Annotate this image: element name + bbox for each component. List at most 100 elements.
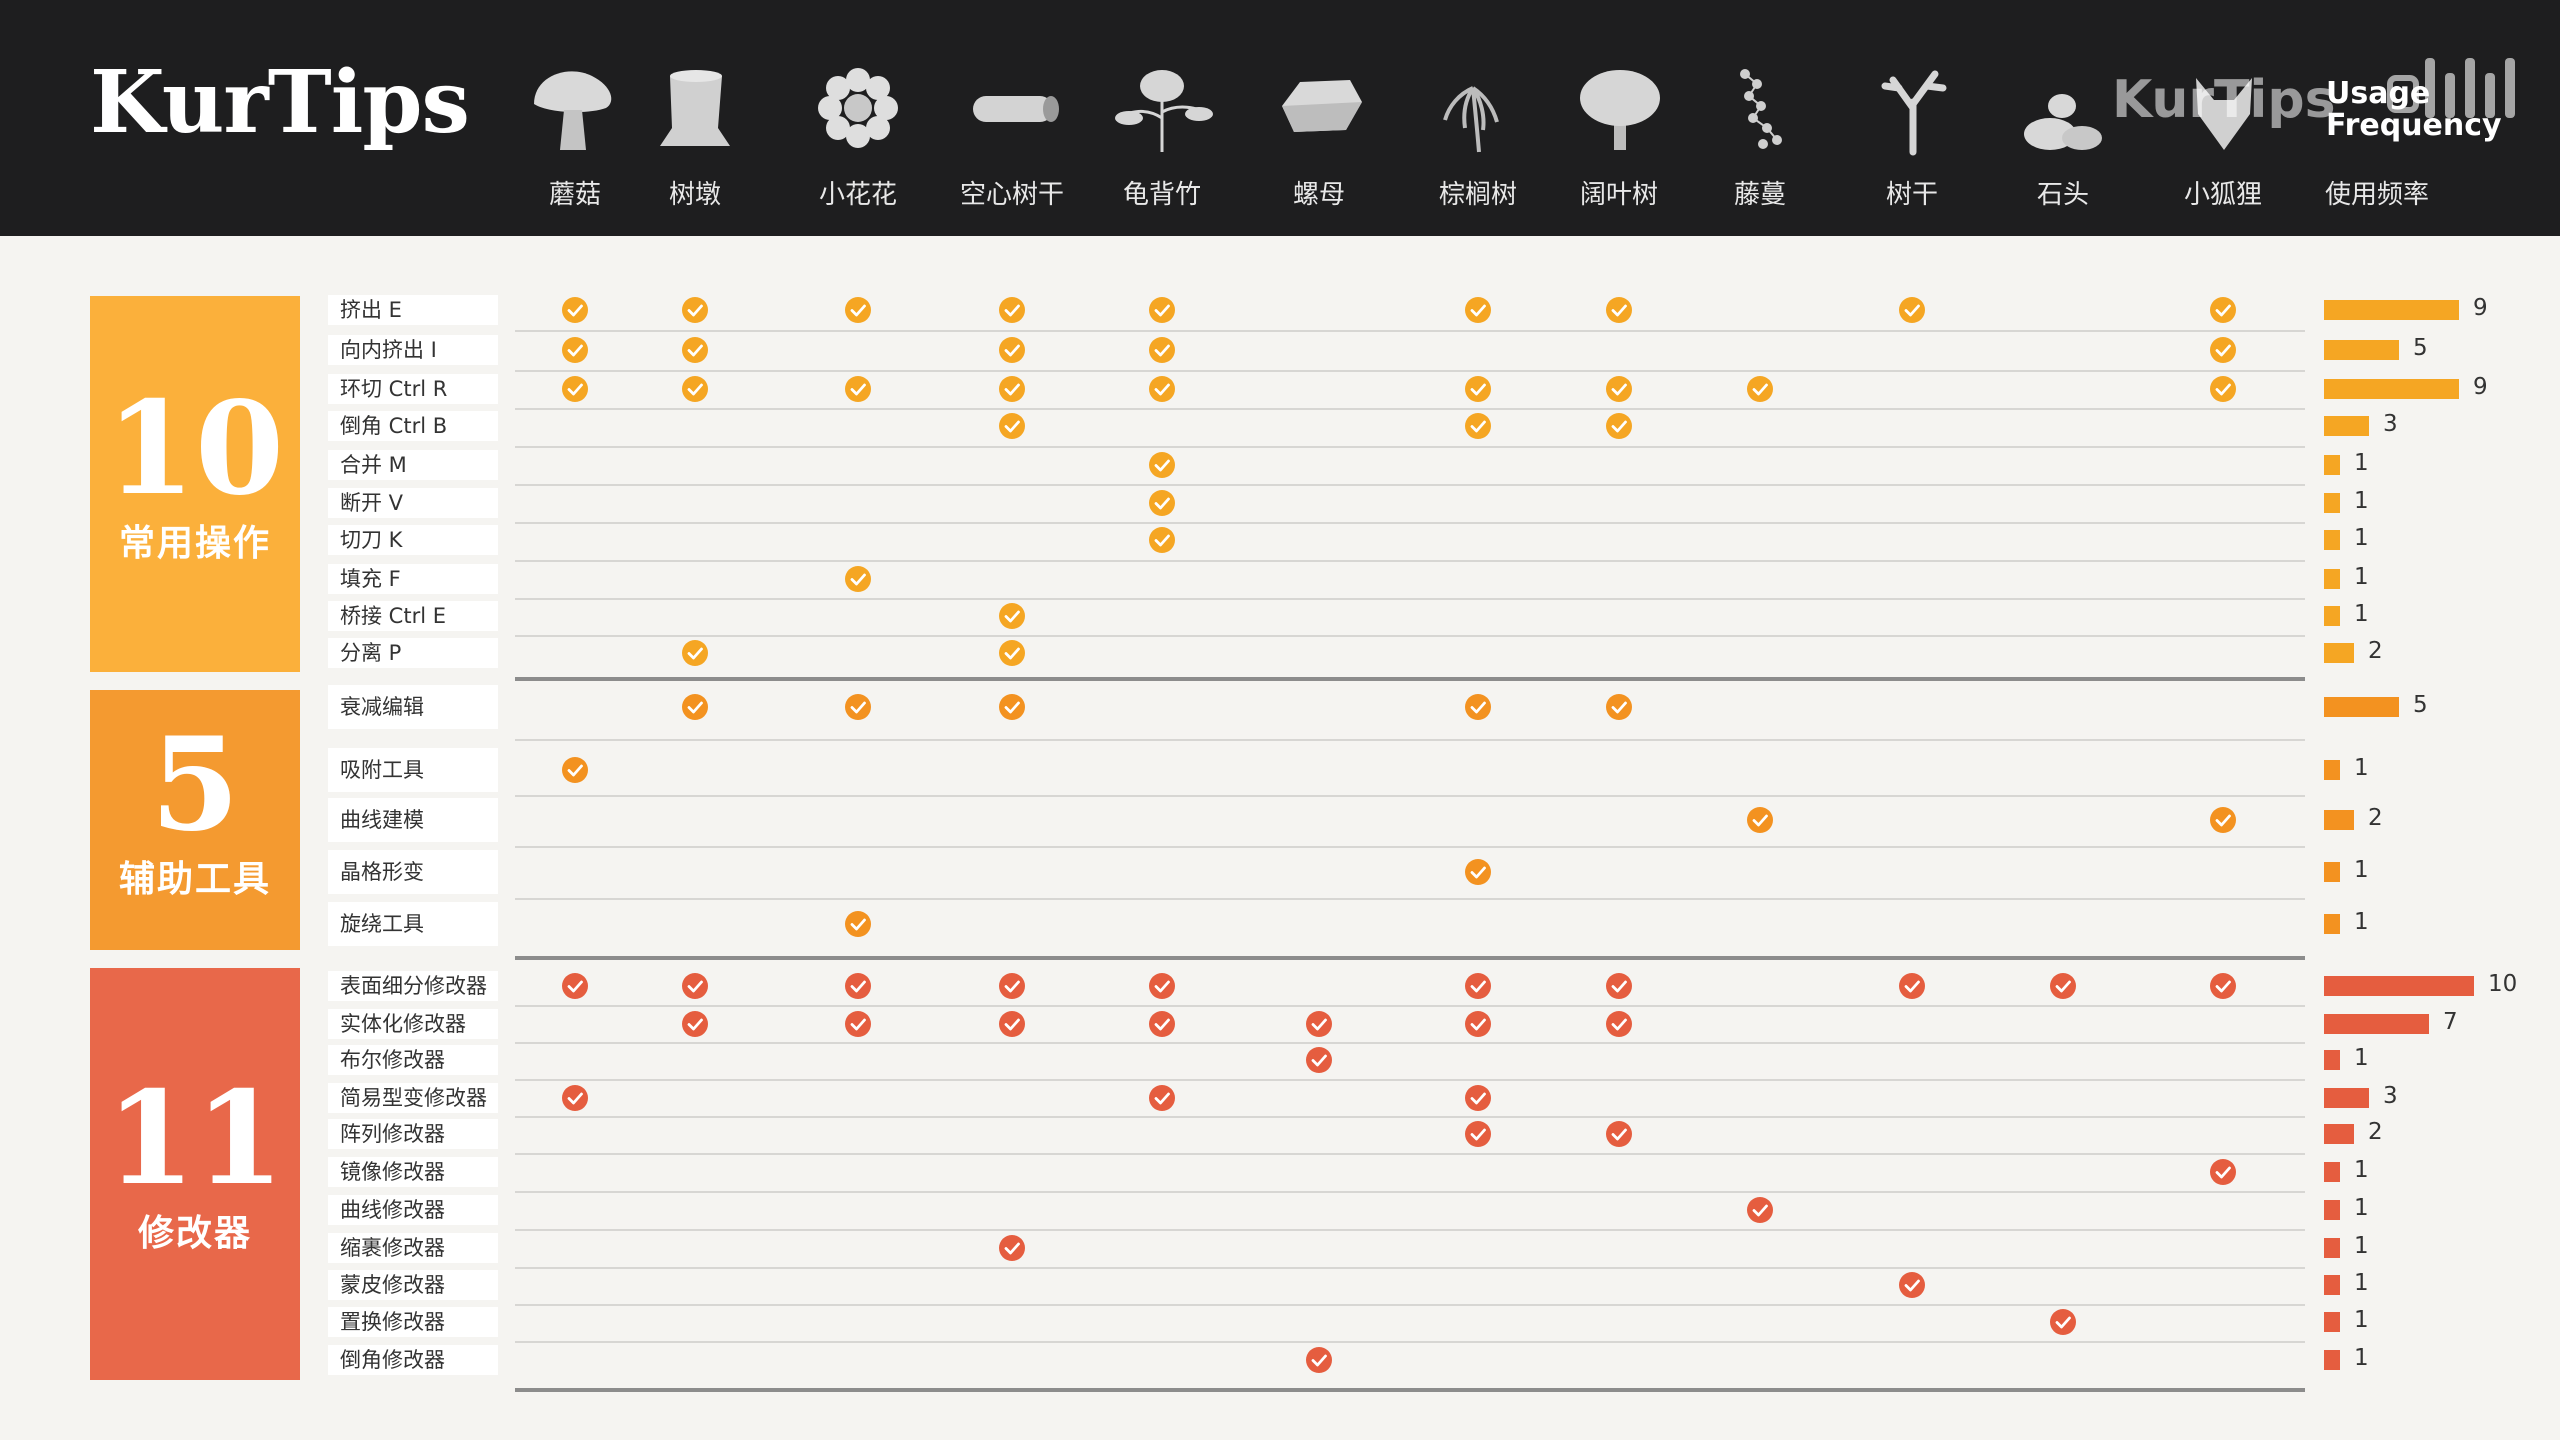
frequency-bar [2324, 340, 2399, 360]
frequency-value: 2 [2368, 1119, 2383, 1145]
frequency-heading-en: Usage Frequency [2326, 76, 2502, 143]
row-label: 断开 V [328, 488, 498, 518]
row-label: 分离 P [328, 638, 498, 668]
frequency-value: 1 [2354, 1270, 2369, 1296]
row-divider [515, 1304, 2305, 1306]
check-mark-icon [1306, 1011, 1332, 1037]
frequency-value: 7 [2443, 1009, 2458, 1035]
frequency-bar [2324, 1014, 2429, 1034]
tree-stump-icon [640, 58, 750, 158]
row-divider [515, 795, 2305, 797]
row-label: 布尔修改器 [328, 1045, 498, 1075]
frequency-value: 9 [2473, 295, 2488, 321]
column-label: 小花花 [818, 180, 898, 210]
check-mark-icon [1606, 694, 1632, 720]
row-divider [515, 1116, 2305, 1118]
row-label: 晶格形变 [328, 850, 498, 894]
nut-icon [1264, 58, 1374, 158]
row-label: 阵列修改器 [328, 1119, 498, 1149]
row-divider [515, 1042, 2305, 1044]
check-mark-icon [562, 973, 588, 999]
check-mark-icon [845, 1011, 871, 1037]
check-mark-icon [1606, 973, 1632, 999]
check-mark-icon [1606, 1121, 1632, 1147]
row-label: 挤出 E [328, 295, 498, 325]
row-label: 合并 M [328, 450, 498, 480]
frequency-value: 2 [2368, 638, 2383, 664]
row-divider [515, 330, 2305, 332]
broadleaf-tree-icon [1564, 58, 1674, 158]
frequency-value: 2 [2368, 805, 2383, 831]
column-label: 藤蔓 [1733, 180, 1787, 210]
frequency-bar [2324, 569, 2340, 589]
column-label: 阔叶树 [1579, 180, 1659, 210]
column-label: 龟背竹 [1122, 180, 1202, 210]
check-mark-icon [999, 297, 1025, 323]
frequency-bar [2324, 643, 2354, 663]
check-mark-icon [682, 297, 708, 323]
check-mark-icon [1899, 1272, 1925, 1298]
frequency-bar [2324, 914, 2340, 934]
check-mark-icon [682, 376, 708, 402]
check-mark-icon [1606, 1011, 1632, 1037]
vine-icon [1705, 58, 1815, 158]
row-divider [515, 1229, 2305, 1231]
frequency-value: 1 [2354, 525, 2369, 551]
frequency-value: 9 [2473, 374, 2488, 400]
app-logo: KurTips [90, 52, 470, 153]
check-mark-icon [1306, 1347, 1332, 1373]
check-mark-icon [562, 1085, 588, 1111]
check-mark-icon [1465, 859, 1491, 885]
row-divider [515, 370, 2305, 372]
watermark: KurTips [2112, 70, 2336, 130]
row-divider [515, 1191, 2305, 1193]
check-mark-icon [1465, 376, 1491, 402]
frequency-value: 10 [2488, 971, 2518, 997]
check-mark-icon [2210, 973, 2236, 999]
frequency-bar [2324, 862, 2340, 882]
row-label: 衰减编辑 [328, 685, 498, 729]
frequency-bar [2324, 1200, 2340, 1220]
check-mark-icon [1149, 527, 1175, 553]
column-label: 树干 [1885, 180, 1939, 210]
row-label: 实体化修改器 [328, 1009, 498, 1039]
frequency-bar [2324, 416, 2369, 436]
frequency-bar [2324, 1312, 2340, 1332]
row-label: 填充 F [328, 564, 498, 594]
row-label: 曲线建模 [328, 798, 498, 842]
check-mark-icon [1606, 413, 1632, 439]
check-mark-icon [1465, 1121, 1491, 1147]
row-label: 旋绕工具 [328, 902, 498, 946]
row-label: 向内挤出 I [328, 335, 498, 365]
check-mark-icon [1149, 297, 1175, 323]
check-mark-icon [2210, 297, 2236, 323]
check-mark-icon [845, 973, 871, 999]
frequency-value: 1 [2354, 857, 2369, 883]
frequency-bar [2324, 606, 2340, 626]
check-mark-icon [2210, 337, 2236, 363]
check-mark-icon [999, 603, 1025, 629]
row-divider [515, 1153, 2305, 1155]
frequency-value: 1 [2354, 601, 2369, 627]
frequency-bar [2324, 976, 2474, 996]
check-mark-icon [2210, 807, 2236, 833]
check-mark-icon [1149, 973, 1175, 999]
column-label: 空心树干 [959, 180, 1065, 210]
check-mark-icon [999, 376, 1025, 402]
column-label: 小狐狸 [2183, 180, 2263, 210]
frequency-value: 1 [2354, 450, 2369, 476]
check-mark-icon [999, 694, 1025, 720]
frequency-heading-zh: 使用频率 [2325, 180, 2430, 210]
check-mark-icon [999, 413, 1025, 439]
frequency-bar [2324, 530, 2340, 550]
row-divider [515, 739, 2305, 741]
frequency-bar [2324, 1162, 2340, 1182]
frequency-bar [2324, 1050, 2340, 1070]
check-mark-icon [682, 694, 708, 720]
frequency-value: 1 [2354, 1045, 2369, 1071]
check-mark-icon [562, 757, 588, 783]
check-mark-icon [562, 376, 588, 402]
row-label: 倒角 Ctrl B [328, 411, 498, 441]
check-mark-icon [2050, 1309, 2076, 1335]
row-label: 曲线修改器 [328, 1195, 498, 1225]
